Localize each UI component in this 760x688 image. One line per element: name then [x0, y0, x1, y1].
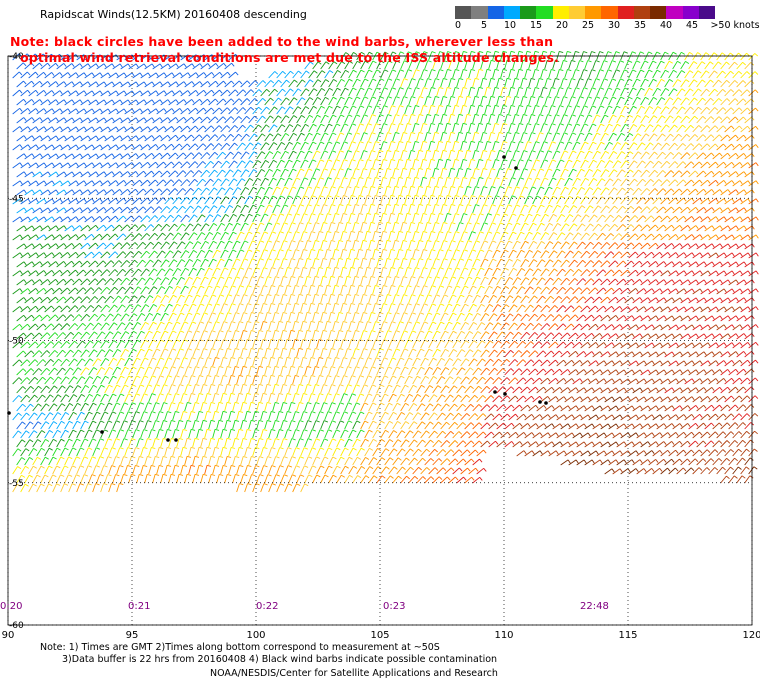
wind-speed-scale-labels: 0 5 10 15 20 25 30 35 40 45 >50 knots	[455, 20, 760, 34]
pass-time-label: 0:21	[128, 601, 150, 612]
legend-tick-label: 30	[607, 20, 621, 31]
footer-note-line2: 3)Data buffer is 22 hrs from 20160408 4)…	[62, 654, 498, 665]
contamination-markers-layer	[7, 155, 548, 442]
legend-swatch-6	[552, 6, 569, 19]
pass-time-label: 0:23	[383, 601, 405, 612]
legend-swatch-14	[682, 6, 699, 19]
map-title: Rapidscat Winds(12.5KM) 20160408 descend…	[40, 8, 307, 21]
legend-tick-label: 10	[503, 20, 517, 31]
legend-swatch-7	[568, 6, 585, 19]
legend-swatch-2	[487, 6, 504, 19]
legend-unit-label: >50 knots	[710, 20, 760, 31]
legend-tick-label: 15	[529, 20, 543, 31]
longitude-tick-label: 110	[494, 630, 513, 641]
longitude-tick-label: 95	[126, 630, 139, 641]
latitude-tick-label: -50	[9, 337, 24, 347]
legend-swatch-9	[601, 6, 618, 19]
longitude-tick-label: 100	[246, 630, 265, 641]
pass-time-label: 0:22	[256, 601, 278, 612]
contamination-note-line2: optimal wind retrieval conditions are me…	[20, 50, 560, 65]
pass-time-label: 22:48	[580, 601, 609, 612]
legend-swatch-11	[633, 6, 650, 19]
latitude-tick-label: -60	[9, 621, 24, 631]
legend-tick-label: 0	[454, 20, 462, 31]
legend-swatch-12	[650, 6, 667, 19]
legend-swatch-0	[455, 6, 472, 19]
longitude-tick-label: 120	[742, 630, 760, 641]
contamination-note-line1: Note: black circles have been added to t…	[10, 34, 554, 49]
lat-lon-grid	[7, 55, 753, 626]
longitude-tick-label: 90	[2, 630, 15, 641]
pass-time-label: 0:20	[0, 601, 22, 612]
longitude-tick-label: 105	[370, 630, 389, 641]
legend-swatch-8	[585, 6, 602, 19]
legend-swatch-1	[471, 6, 488, 19]
legend-tick-label: 40	[659, 20, 673, 31]
longitude-tick-label: 115	[618, 630, 637, 641]
legend-swatch-4	[520, 6, 537, 19]
legend-swatch-5	[536, 6, 553, 19]
legend-tick-label: 20	[555, 20, 569, 31]
legend-tick-label: 35	[633, 20, 647, 31]
legend-swatch-3	[503, 6, 520, 19]
wind-speed-color-scale	[455, 6, 715, 19]
legend-tick-label: 45	[685, 20, 699, 31]
legend-tick-label: 5	[480, 20, 488, 31]
legend-swatch-13	[666, 6, 683, 19]
legend-tick-label: 25	[581, 20, 595, 31]
footer-note-line1: Note: 1) Times are GMT 2)Times along bot…	[40, 642, 440, 653]
footer-credit: NOAA/NESDIS/Center for Satellite Applica…	[210, 668, 498, 679]
wind-barbs-layer	[12, 50, 759, 493]
latitude-tick-label: -45	[9, 194, 24, 204]
latitude-tick-label: -55	[9, 479, 24, 489]
legend-swatch-10	[617, 6, 634, 19]
latitude-tick-label: -40	[9, 52, 24, 62]
legend-swatch-15	[698, 6, 715, 19]
